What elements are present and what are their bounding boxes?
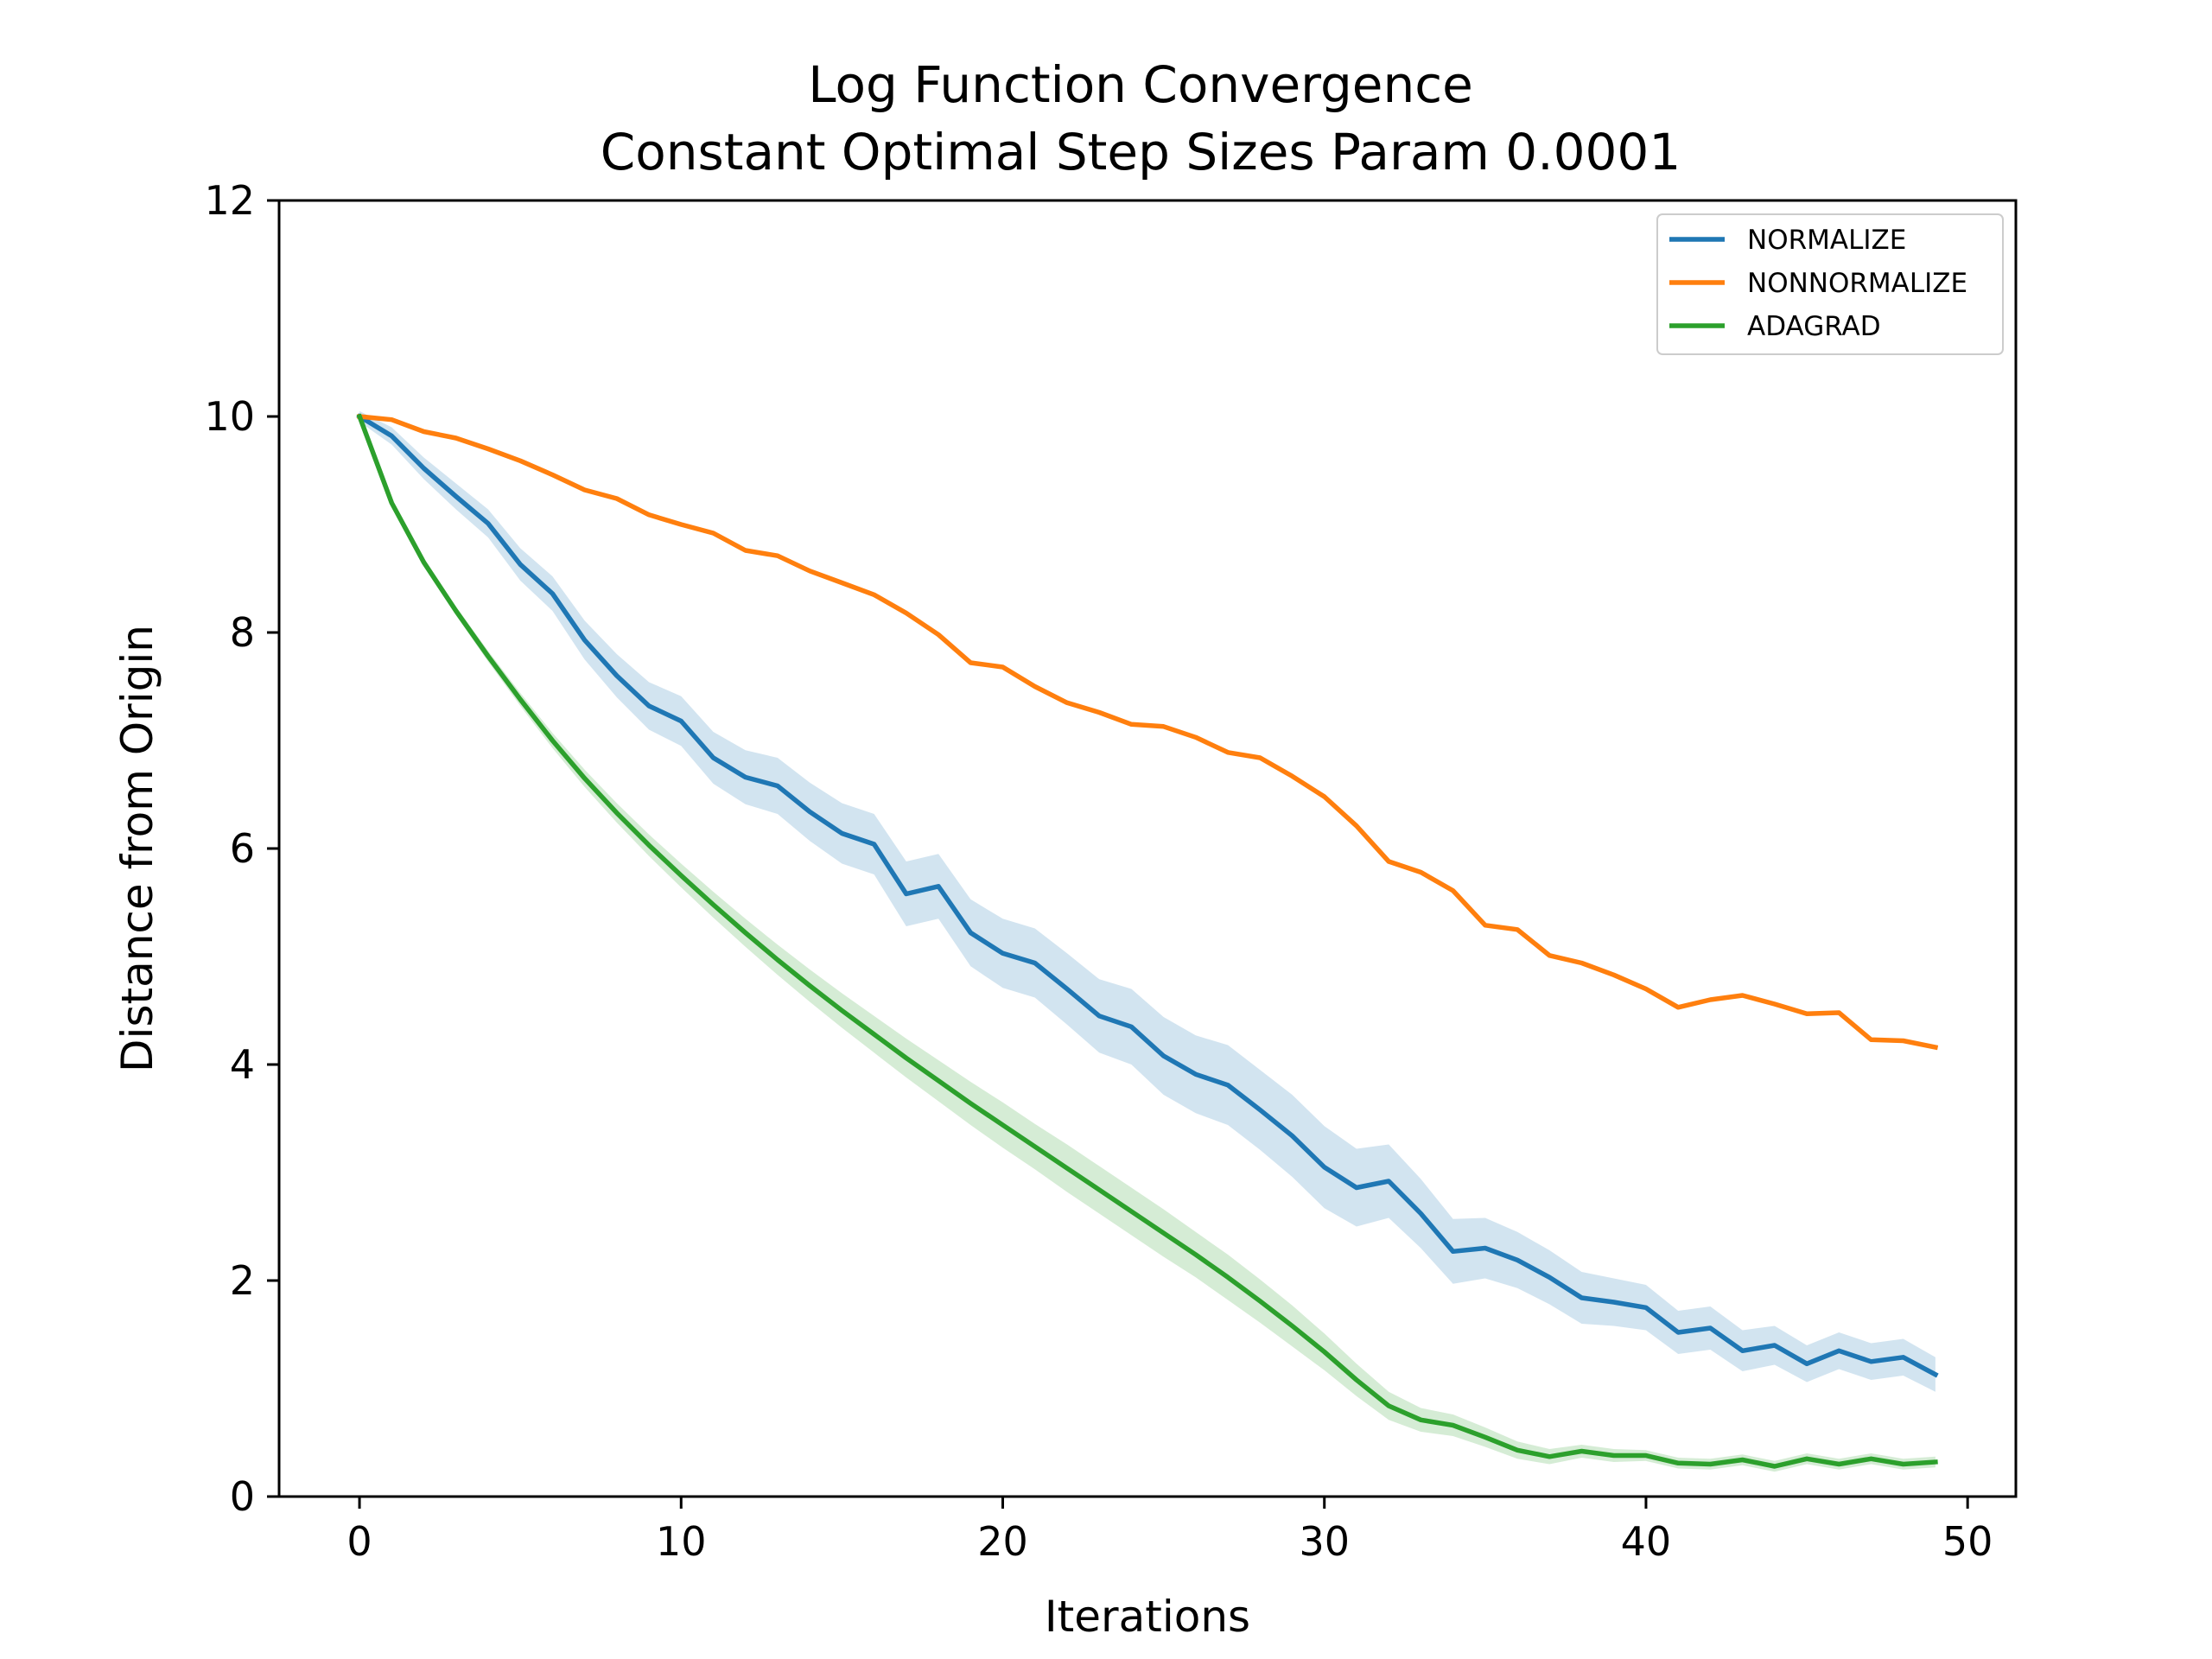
y-tick-label: 12 xyxy=(204,177,255,224)
legend-label-adagrad: ADAGRAD xyxy=(1747,311,1881,342)
x-tick-label: 20 xyxy=(977,1518,1028,1565)
y-axis: 0 2 4 6 8 10 12 xyxy=(204,177,279,1520)
plot-frame xyxy=(277,199,2018,1498)
y-tick-label: 6 xyxy=(230,825,255,872)
legend-label-normalize: NORMALIZE xyxy=(1747,225,1906,256)
y-tick-label: 4 xyxy=(230,1041,255,1088)
y-axis-label: Distance from Origin xyxy=(112,625,162,1072)
line-nonnormalize xyxy=(357,413,1939,1051)
y-tick-label: 10 xyxy=(204,393,255,440)
chart-subtitle: Constant Optimal Step Sizes Param 0.0001 xyxy=(601,123,1681,181)
series-lines xyxy=(356,413,1939,1469)
x-tick-label: 10 xyxy=(656,1518,707,1565)
y-tick-label: 2 xyxy=(230,1257,255,1304)
y-tick-label: 0 xyxy=(230,1473,255,1520)
x-tick-label: 0 xyxy=(346,1518,372,1565)
x-tick-label: 30 xyxy=(1299,1518,1350,1565)
x-tick-label: 40 xyxy=(1621,1518,1672,1565)
line-normalize xyxy=(356,413,1939,1378)
legend-box xyxy=(1656,213,2004,355)
legend: NORMALIZE NONNORMALIZE ADAGRAD xyxy=(1656,213,2004,355)
legend-label-nonnormalize: NONNORMALIZE xyxy=(1747,268,1967,299)
x-axis: 0 10 20 30 40 50 xyxy=(346,1497,1993,1565)
chart-title: Log Function Convergence xyxy=(808,55,1473,114)
confidence-bands xyxy=(359,410,1936,1472)
x-axis-label: Iterations xyxy=(1045,1592,1250,1642)
line-adagrad xyxy=(356,413,1938,1469)
y-tick-label: 8 xyxy=(230,609,255,656)
x-tick-label: 50 xyxy=(1942,1518,1993,1565)
